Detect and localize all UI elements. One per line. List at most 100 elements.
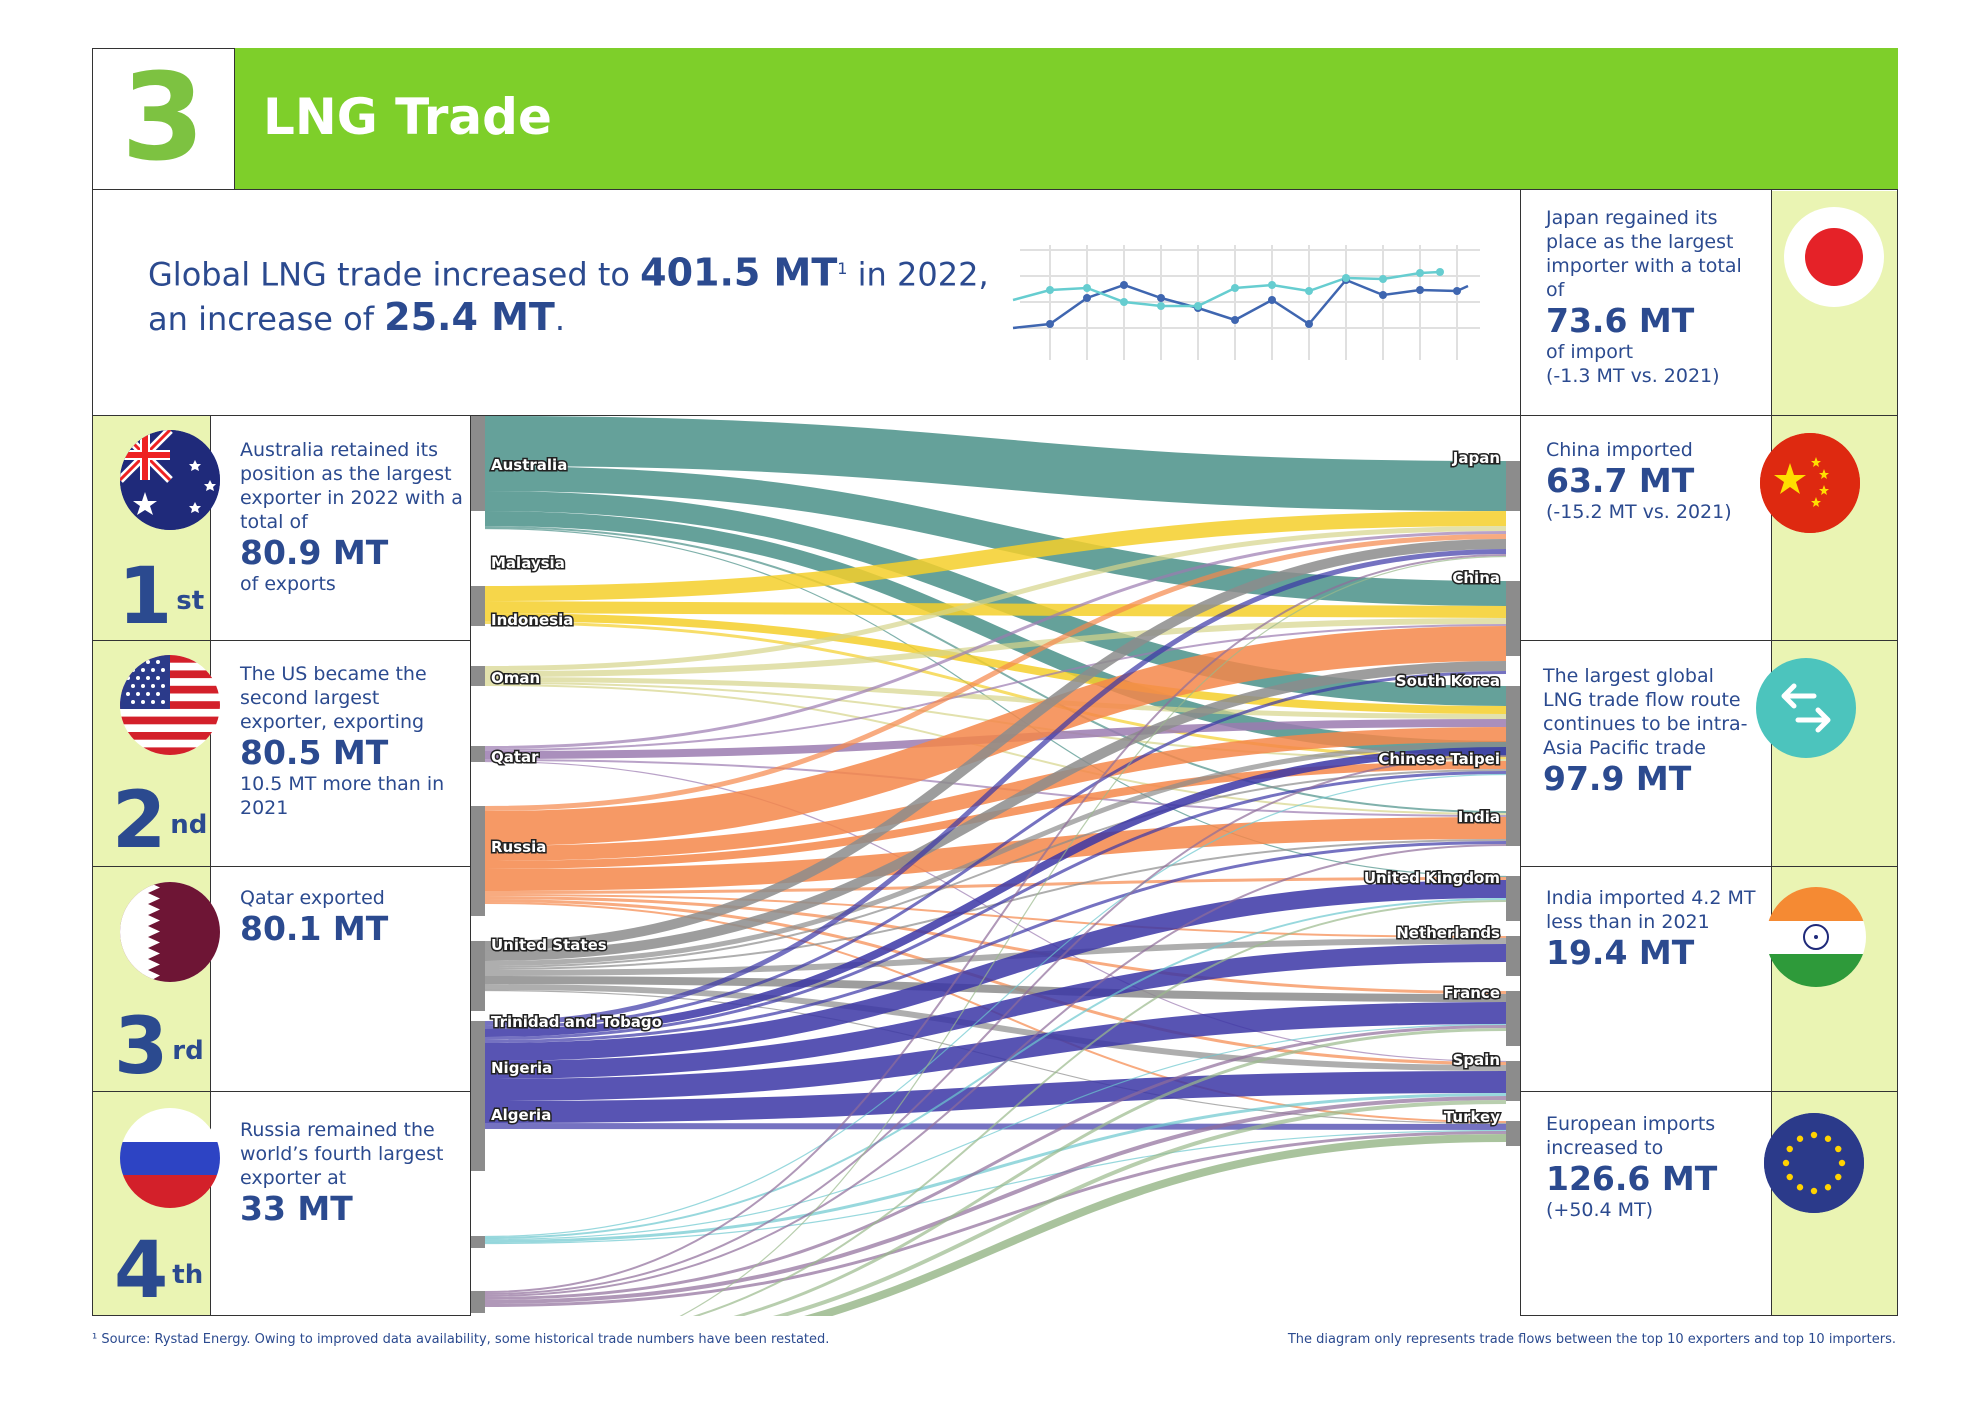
sankey-flow [484,1123,1507,1130]
importer-note: European imports increased to 126.6 MT (… [1546,1113,1718,1221]
divider [1520,640,1898,641]
sankey-flow [484,938,1507,976]
exporter-note: The US became the second largest exporte… [240,663,445,819]
sankey-flow [484,466,1507,606]
headline: Global LNG trade increased to 401.5 MT1 … [148,250,989,339]
exporter-label: Nigeria [491,1059,552,1077]
importer-label: Chinese Taipei [1378,750,1500,768]
sankey-flow [484,613,1507,714]
china-flag-icon [1760,433,1860,533]
importer-node [1506,936,1520,976]
importer-label: China [1452,569,1500,587]
sankey-flow [484,534,1507,811]
exporter-node [471,1236,485,1248]
sankey-flow [772,1100,1507,1316]
exporter-node [471,1291,485,1313]
importer-label: France [1443,984,1500,1002]
sankey-flow [484,880,1507,1061]
sankey-flow [484,844,1507,1297]
sankey-flow [484,526,1507,671]
qatar-flag-icon [120,882,220,982]
sankey-flow [484,984,1507,1071]
sankey-flow [484,727,1507,861]
exporter-node [471,586,485,626]
sankey-flow [484,877,1507,894]
exporter-node [471,746,485,762]
sankey-flow [692,900,1507,1316]
sankey-flow [484,841,1507,1043]
divider [92,866,470,867]
importer-note: India imported 4.2 MT less than in 2021 … [1546,887,1756,972]
sankey-flow [484,742,1507,966]
sankey-flow [484,621,1507,759]
importer-label: Turkey [1444,1108,1500,1126]
sankey-flow [484,769,1507,968]
sankey-flows [484,416,1507,1316]
diagram-footnote: The diagram only represents trade flows … [1287,1332,1896,1347]
russia-flag-icon [120,1108,220,1208]
exporter-label: Qatar [491,748,539,766]
sankey-flow [484,747,1507,1037]
importer-node [1506,461,1520,511]
sankey-flow [484,539,1507,951]
sankey-flow [484,531,1507,749]
importer-node [1506,1061,1520,1101]
exporter-note: Australia retained its position as the l… [240,439,463,595]
sankey-flow [484,894,1507,938]
sankey-flow [484,511,1507,601]
lng-trade-flow-sankey: Australia Malaysia Indonesia Oman Qatar Russi… [471,416,1520,1316]
sankey-flow [733,1028,1507,1316]
divider [92,640,470,641]
sankey-flow [484,626,1507,846]
exporter-label: Indonesia [491,611,573,629]
importer-label: India [1458,808,1500,826]
importer-node [1506,686,1520,741]
us-flag-icon [120,655,220,755]
arrows-exchange-icon [1756,658,1856,758]
importer-label: South Korea [1396,672,1500,690]
sankey-flow [803,1134,1507,1316]
header-bar: LNG Trade [235,48,1898,190]
sankey-flow [484,1023,1507,1241]
sankey-flow [484,624,1507,751]
exporter-label: Algeria [491,1106,551,1124]
sankey-flow [484,549,1507,1026]
sankey-flow [484,1002,1507,1101]
sankey-flow [484,898,1507,1239]
importer-label: United Kingdom [1364,869,1500,887]
importer-label: Japan [1452,449,1500,467]
exporter-node [471,416,485,511]
importer-node [1506,876,1520,921]
sankey-flow [484,899,1507,1065]
sankey-flow [484,1131,1507,1307]
importer-node [1506,581,1520,656]
divider [1520,190,1521,1316]
divider [1520,866,1898,867]
sankey-flow [484,618,1507,677]
exporter-label: Malaysia [491,554,565,572]
importer-note: Japan regained its place as the largest … [1546,207,1742,387]
exporter-node [471,1021,485,1171]
decorative-line-chart-icon [1012,245,1480,360]
sankey-flow [484,661,1507,961]
exporter-node [471,666,485,686]
sankey-flow [484,1129,1507,1245]
divider [470,415,471,1316]
importer-note: The largest global LNG trade flow route … [1543,665,1748,798]
exporter-node [471,941,485,1011]
japan-flag-icon [1784,207,1884,307]
exporter-note: Russia remained the world’s fourth large… [240,1119,444,1228]
importer-note: China imported 63.7 MT (-15.2 MT vs. 202… [1546,439,1732,523]
sankey-flow [484,1071,1507,1123]
eu-flag-icon [1764,1113,1864,1213]
sankey-flow [484,896,1507,994]
exporter-note: Qatar exported 80.1 MT [240,887,389,948]
sankey-flow [484,677,1507,719]
sankey-flow [484,944,1507,1079]
sankey-flow [484,773,1507,1238]
sankey-flow [484,416,1507,511]
exporter-node [471,806,485,916]
